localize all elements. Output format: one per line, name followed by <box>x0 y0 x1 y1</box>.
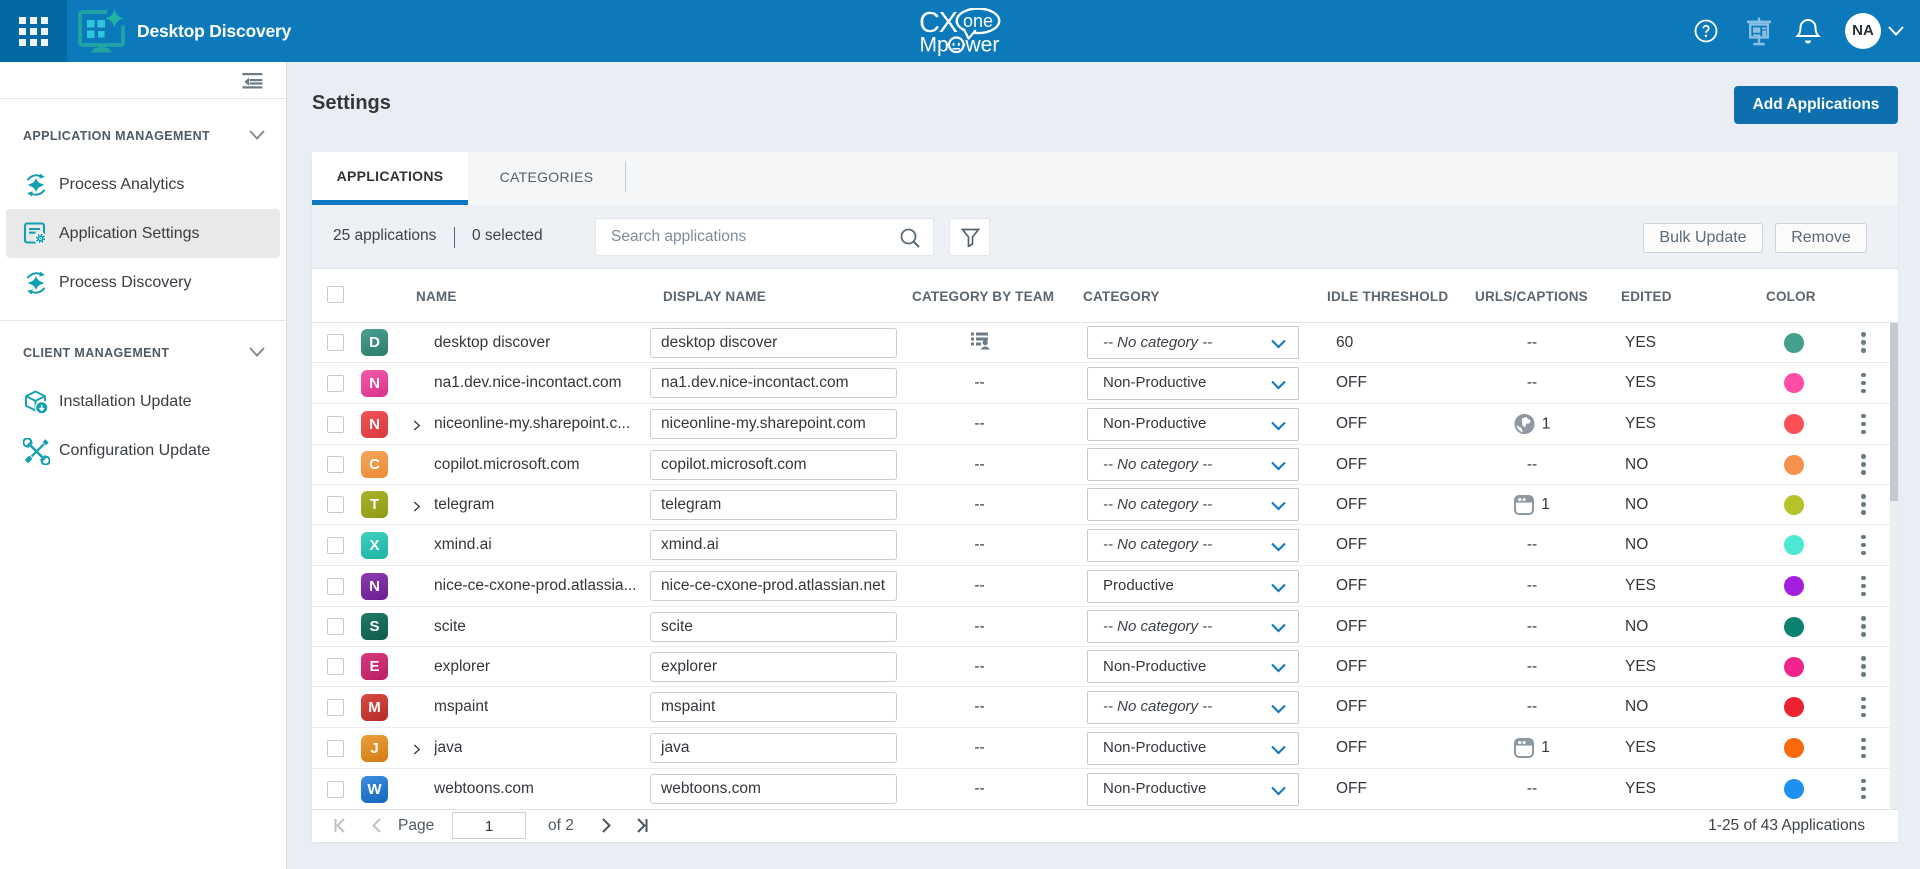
svg-text:one: one <box>963 11 993 31</box>
svg-text:wer: wer <box>965 34 1000 57</box>
svg-text:CX: CX <box>919 8 958 39</box>
svg-text:Mp: Mp <box>920 34 949 57</box>
